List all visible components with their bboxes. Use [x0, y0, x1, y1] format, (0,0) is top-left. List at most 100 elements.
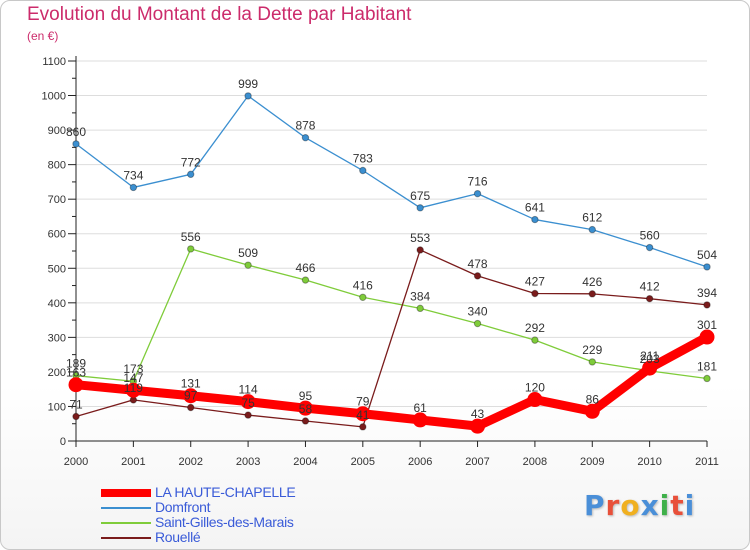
logo-letter: x — [640, 489, 660, 522]
data-label: 560 — [640, 229, 660, 243]
data-label: 97 — [184, 388, 198, 402]
data-point — [416, 204, 424, 212]
data-label: 509 — [238, 246, 258, 260]
data-label: 203 — [640, 352, 660, 366]
data-point — [703, 263, 711, 271]
data-label: 181 — [697, 359, 717, 373]
logo-letter: t — [670, 489, 685, 522]
data-label: 163 — [66, 366, 86, 380]
data-point — [416, 246, 424, 254]
data-point — [703, 374, 711, 383]
y-tick-label: 1000 — [42, 91, 66, 103]
y-tick-label: 800 — [48, 160, 66, 172]
data-point — [187, 245, 195, 253]
legend-label: Domfront — [155, 499, 211, 515]
data-point — [588, 290, 596, 298]
data-point — [531, 336, 539, 344]
data-point — [359, 166, 367, 175]
data-label: 211 — [640, 349, 659, 363]
data-label: 716 — [468, 175, 488, 189]
data-label: 384 — [410, 289, 430, 303]
legend-label: LA HAUTE-CHAPELLE — [155, 484, 296, 500]
data-label: 675 — [410, 189, 430, 203]
data-point — [244, 411, 252, 419]
legend-swatch — [101, 537, 151, 539]
data-label: 612 — [582, 211, 602, 225]
y-tick-label: 600 — [48, 229, 66, 241]
x-tick-label: 2008 — [523, 456, 547, 468]
data-label: 292 — [525, 321, 545, 335]
data-point — [240, 394, 256, 410]
x-tick-label: 2000 — [64, 456, 88, 468]
data-point — [473, 319, 482, 328]
data-point — [531, 215, 539, 224]
data-point — [125, 382, 141, 398]
data-label: 412 — [640, 280, 660, 294]
data-point — [244, 92, 252, 100]
series-rouell- — [72, 246, 711, 431]
data-point — [244, 261, 252, 269]
data-point — [72, 412, 80, 421]
data-label: 120 — [525, 381, 545, 395]
data-label: 131 — [181, 377, 201, 391]
legend-label: Rouellé — [155, 529, 201, 545]
data-label: 119 — [124, 381, 143, 395]
data-point — [703, 301, 711, 309]
proxiti-logo: Proxiti — [584, 489, 695, 522]
data-point — [527, 392, 543, 408]
data-label: 58 — [299, 402, 313, 416]
data-point — [642, 360, 658, 376]
data-label: 734 — [123, 168, 143, 182]
data-label: 641 — [525, 201, 545, 215]
y-tick-label: 200 — [48, 367, 66, 379]
data-point — [699, 329, 715, 345]
data-point — [301, 133, 310, 142]
data-label: 75 — [241, 396, 255, 410]
data-point — [584, 403, 600, 419]
data-label: 340 — [468, 305, 488, 319]
legend-swatch — [101, 522, 151, 524]
series-line — [75, 249, 708, 428]
data-point — [187, 403, 195, 412]
x-tick-label: 2005 — [351, 456, 375, 468]
data-point — [470, 418, 486, 434]
x-tick-label: 2011 — [695, 456, 719, 468]
data-point — [301, 276, 310, 284]
chart-title: Evolution du Montant de la Dette par Hab… — [27, 4, 412, 25]
data-point — [359, 423, 367, 431]
data-point — [355, 406, 371, 422]
data-label: 189 — [66, 357, 86, 371]
data-point — [68, 377, 84, 393]
data-label: 114 — [239, 383, 258, 397]
data-point — [412, 412, 428, 428]
data-point — [588, 225, 596, 234]
data-label: 173 — [123, 362, 143, 376]
y-tick-label: 100 — [48, 401, 66, 413]
logo-letter: r — [605, 489, 621, 522]
data-point — [473, 272, 482, 280]
data-label: 41 — [356, 408, 370, 422]
data-label: 553 — [410, 231, 430, 245]
data-point — [473, 189, 482, 198]
data-point — [183, 388, 199, 404]
x-tick-label: 2004 — [293, 456, 317, 468]
x-tick-label: 2007 — [465, 456, 489, 468]
y-tick-label: 400 — [48, 298, 66, 310]
y-tick-label: 900 — [48, 125, 66, 137]
data-label: 427 — [525, 274, 545, 288]
data-point — [129, 183, 138, 192]
data-label: 229 — [582, 343, 602, 357]
x-tick-label: 2009 — [580, 456, 604, 468]
logo-letter: i — [659, 489, 671, 522]
legend-swatch — [101, 489, 151, 497]
y-tick-label: 500 — [48, 263, 66, 275]
data-label: 301 — [697, 318, 717, 332]
data-label: 426 — [582, 275, 602, 289]
y-tick-label: 0 — [60, 436, 66, 448]
data-label: 86 — [586, 392, 600, 406]
data-label: 772 — [181, 155, 201, 169]
data-label: 95 — [299, 389, 313, 403]
legend-label: Saint-Gilles-des-Marais — [155, 514, 294, 530]
y-tick-label: 1100 — [42, 56, 66, 68]
